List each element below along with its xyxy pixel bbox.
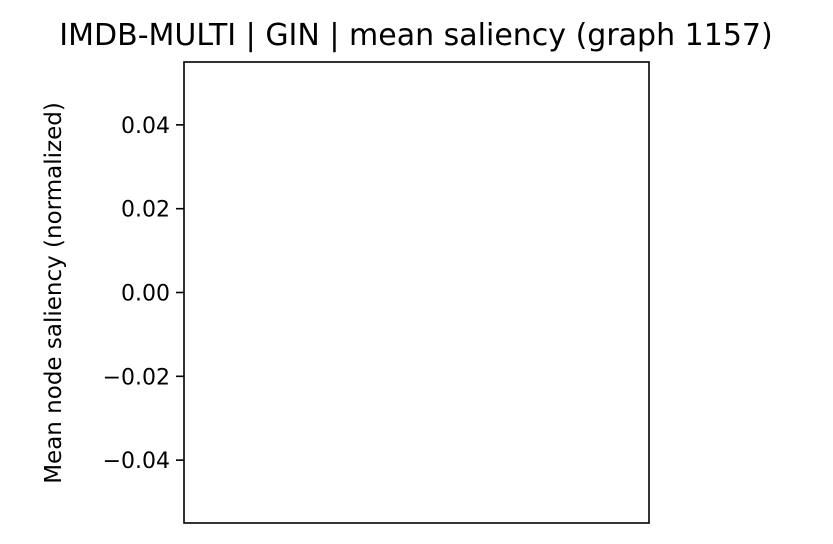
plot-area-frame: [183, 61, 650, 524]
y-tick-label: 0.00: [121, 282, 170, 307]
y-tick-label: 0.04: [121, 114, 170, 139]
chart-title: IMDB-MULTI | GIN | mean saliency (graph …: [59, 18, 772, 53]
y-axis-label: Mean node saliency (normalized): [41, 102, 67, 484]
y-tick-label: 0.02: [121, 198, 170, 223]
y-axis-ticks: 0.04 0.02 0.00 −0.02 −0.04: [103, 114, 184, 474]
y-tick-label: −0.02: [103, 365, 170, 390]
y-tick-label: −0.04: [103, 449, 170, 474]
